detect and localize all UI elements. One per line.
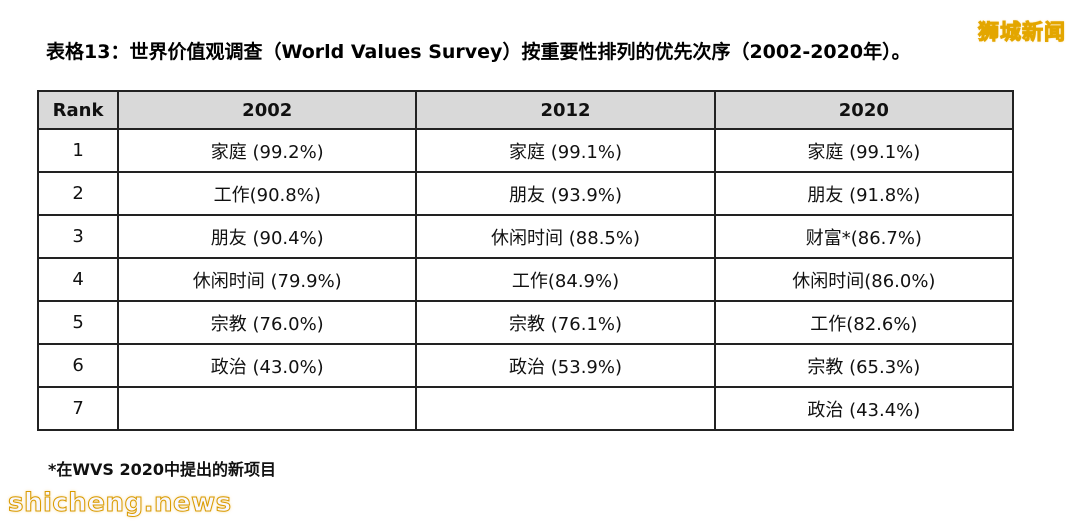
cell-rank: 2	[36, 171, 120, 216]
watermark-logo-text: 狮城新闻	[978, 20, 1066, 45]
cell-2002: 宗教 (76.0%)	[117, 300, 418, 345]
priority-table: Rank 2002 2012 2020 1 家庭 (99.2%) 家庭 (99.…	[36, 90, 1015, 431]
header-rank: Rank	[36, 90, 120, 130]
cell-2002: 政治 (43.0%)	[117, 343, 418, 388]
cell-rank: 3	[36, 214, 120, 259]
cell-rank: 6	[36, 343, 120, 388]
cell-2012: 政治 (53.9%)	[415, 343, 716, 388]
cell-2020: 政治 (43.4%)	[713, 386, 1015, 431]
cell-rank: 4	[36, 257, 120, 302]
table-title: 表格13：世界价值观调查（World Values Survey）按重要性排列的…	[46, 41, 911, 63]
table-row: 7 政治 (43.4%)	[36, 386, 1015, 431]
table-row: 3 朋友 (90.4%) 休闲时间 (88.5%) 财富*(86.7%)	[36, 214, 1015, 259]
cell-2002	[117, 386, 418, 431]
cell-2020: 宗教 (65.3%)	[713, 343, 1015, 388]
cell-2012: 家庭 (99.1%)	[415, 128, 716, 173]
cell-2012: 休闲时间 (88.5%)	[415, 214, 716, 259]
cell-2002: 朋友 (90.4%)	[117, 214, 418, 259]
cell-rank: 5	[36, 300, 120, 345]
table-row: 1 家庭 (99.2%) 家庭 (99.1%) 家庭 (99.1%)	[36, 128, 1015, 173]
header-year-2012: 2012	[415, 90, 716, 130]
cell-2002: 休闲时间 (79.9%)	[117, 257, 418, 302]
cell-rank: 1	[36, 128, 120, 173]
cell-2012	[415, 386, 716, 431]
footnote: *在WVS 2020中提出的新项目	[48, 460, 277, 479]
cell-2012: 朋友 (93.9%)	[415, 171, 716, 216]
cell-2012: 工作(84.9%)	[415, 257, 716, 302]
table-row: 4 休闲时间 (79.9%) 工作(84.9%) 休闲时间(86.0%)	[36, 257, 1015, 302]
cell-2020: 朋友 (91.8%)	[713, 171, 1015, 216]
cell-2012: 宗教 (76.1%)	[415, 300, 716, 345]
table-header-row: Rank 2002 2012 2020	[36, 90, 1015, 130]
table-row: 6 政治 (43.0%) 政治 (53.9%) 宗教 (65.3%)	[36, 343, 1015, 388]
watermark-url-text: shicheng.news	[8, 488, 232, 519]
table-row: 5 宗教 (76.0%) 宗教 (76.1%) 工作(82.6%)	[36, 300, 1015, 345]
header-year-2020: 2020	[713, 90, 1015, 130]
cell-2020: 财富*(86.7%)	[713, 214, 1015, 259]
table-row: 2 工作(90.8%) 朋友 (93.9%) 朋友 (91.8%)	[36, 171, 1015, 216]
cell-2020: 工作(82.6%)	[713, 300, 1015, 345]
cell-rank: 7	[36, 386, 120, 431]
cell-2020: 休闲时间(86.0%)	[713, 257, 1015, 302]
header-year-2002: 2002	[117, 90, 418, 130]
cell-2002: 工作(90.8%)	[117, 171, 418, 216]
cell-2002: 家庭 (99.2%)	[117, 128, 418, 173]
cell-2020: 家庭 (99.1%)	[713, 128, 1015, 173]
